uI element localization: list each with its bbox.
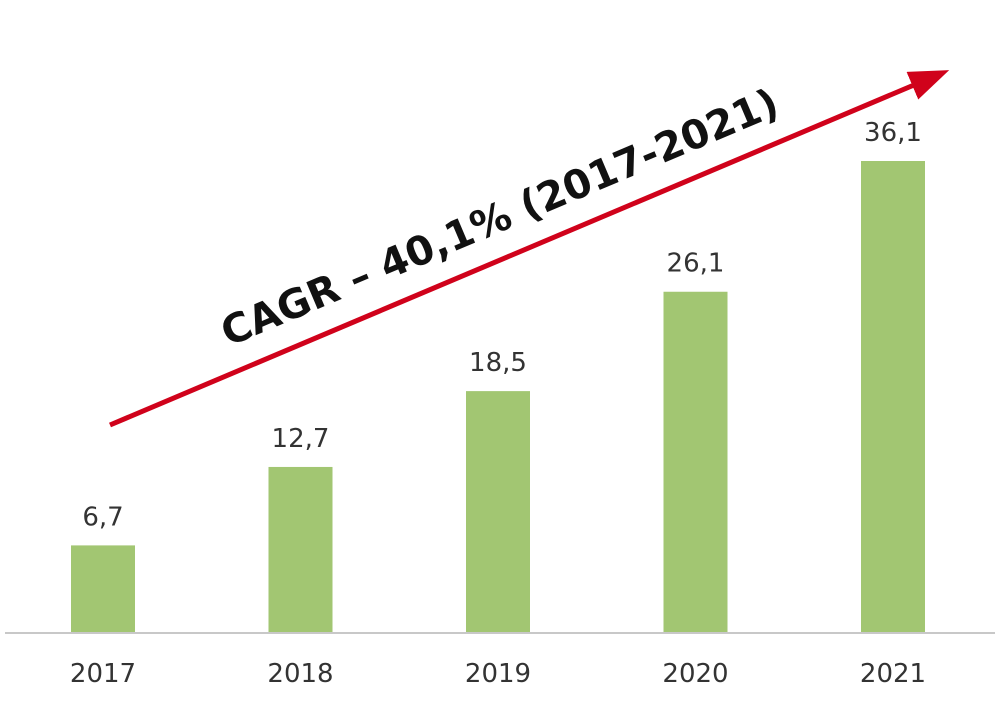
x-tick-label-2019: 2019 bbox=[465, 659, 531, 689]
bar-value-label-2020: 26,1 bbox=[667, 249, 725, 279]
bar-value-label-2021: 36,1 bbox=[864, 118, 922, 148]
x-tick-label-2021: 2021 bbox=[860, 659, 926, 689]
bar-value-label-2018: 12,7 bbox=[272, 424, 330, 454]
bar-value-label-2019: 18,5 bbox=[469, 348, 527, 378]
bars-group bbox=[71, 161, 925, 633]
x-tick-label-2017: 2017 bbox=[70, 659, 136, 689]
bar-value-label-2017: 6,7 bbox=[82, 502, 123, 532]
bar-2020 bbox=[663, 291, 728, 633]
bar-2017 bbox=[71, 545, 135, 633]
bar-labels-group: 6,7 12,7 18,5 26,1 36,1 bbox=[82, 118, 922, 532]
tick-labels-group: 2017 2018 2019 2020 2021 bbox=[70, 659, 926, 689]
x-tick-label-2018: 2018 bbox=[267, 659, 333, 689]
x-tick-label-2020: 2020 bbox=[662, 659, 728, 689]
cagr-trend-arrow bbox=[109, 70, 950, 428]
bar-2021 bbox=[861, 161, 925, 633]
bar-2019 bbox=[466, 391, 530, 633]
bar-2018 bbox=[268, 466, 333, 633]
